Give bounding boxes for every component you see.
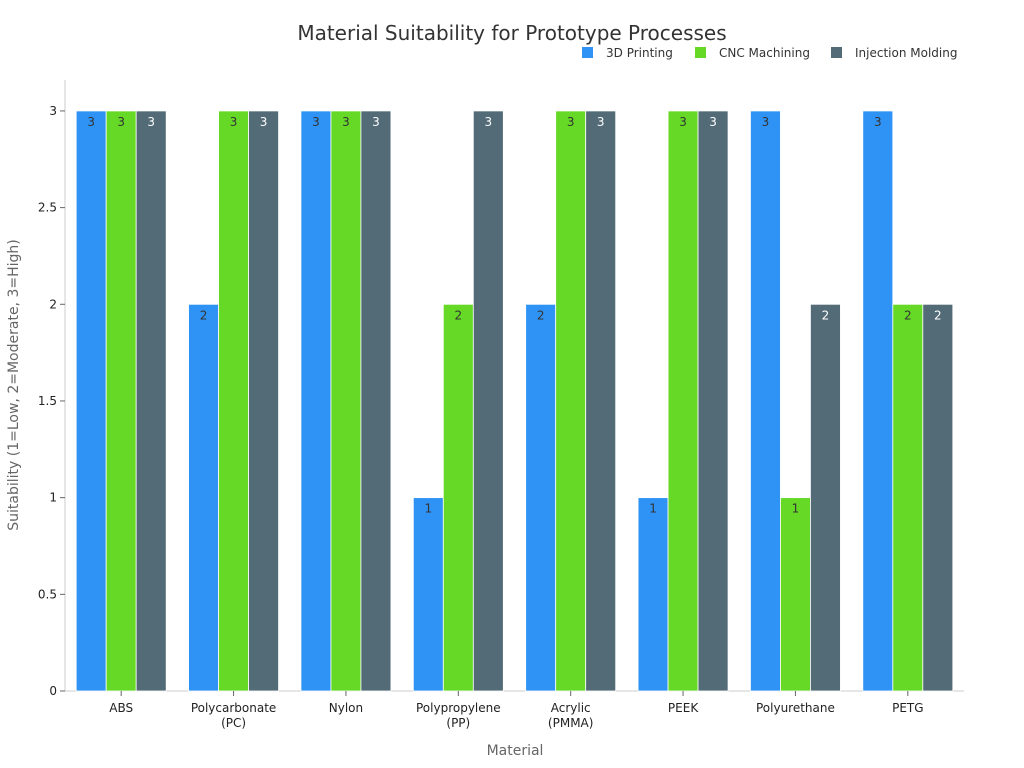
y-tick-label: 1.5 xyxy=(38,394,57,408)
bar xyxy=(412,497,444,692)
legend: 3D Printing CNC Machining Injection Moldin… xyxy=(582,46,957,60)
bar-value-label: 3 xyxy=(117,115,125,129)
y-tick-label: 0.5 xyxy=(38,587,57,601)
bar xyxy=(525,303,557,692)
bar-value-label: 3 xyxy=(230,115,238,129)
y-axis-title: Suitability (1=Low, 2=Moderate, 3=High) xyxy=(6,239,22,530)
bar xyxy=(585,110,617,692)
bar-value-label: 3 xyxy=(372,115,380,129)
legend-label: CNC Machining xyxy=(719,46,810,60)
bar xyxy=(862,110,894,692)
bar xyxy=(218,110,249,692)
bar xyxy=(810,303,841,692)
bar xyxy=(105,110,137,692)
chart-title: Material Suitability for Prototype Proce… xyxy=(297,21,726,45)
x-tick-label: Polycarbonate (PC) xyxy=(191,701,276,730)
bar xyxy=(300,110,332,692)
y-tick-label: 0 xyxy=(49,684,57,698)
bar xyxy=(75,110,107,692)
bar-value-label: 1 xyxy=(649,502,657,516)
bar xyxy=(750,110,781,692)
bar-value-label: 2 xyxy=(200,308,208,322)
bar-value-label: 3 xyxy=(260,115,268,129)
x-tick-label: PETG xyxy=(892,701,923,715)
bar-value-label: 3 xyxy=(762,115,770,129)
bar-value-label: 3 xyxy=(147,115,155,129)
legend-item: CNC Machining xyxy=(695,46,810,60)
bar-value-label: 3 xyxy=(567,115,575,129)
bar xyxy=(892,303,924,692)
legend-swatch xyxy=(582,47,593,58)
x-tick-label: ABS xyxy=(109,701,133,715)
bar xyxy=(360,110,392,692)
bar-value-label: 3 xyxy=(874,115,882,129)
legend-item: 3D Printing xyxy=(582,46,673,60)
y-tick-label: 1 xyxy=(49,491,57,505)
bar-value-label: 2 xyxy=(934,308,942,322)
bar xyxy=(555,110,587,692)
y-tick-label: 2.5 xyxy=(38,201,57,215)
bar xyxy=(135,110,167,692)
x-tick-labels: ABS Polycarbonate (PC) Nylon Polypropylene (P… xyxy=(109,691,924,730)
bar-value-label: 3 xyxy=(342,115,350,129)
legend-item: Injection Molding xyxy=(831,46,957,60)
bar-value-label: 2 xyxy=(537,308,545,322)
bar-labels: 3 3 3 2 3 3 3 3 3 1 2 3 2 3 3 1 3 3 3 1 2 3 2 2 xyxy=(87,115,941,516)
bars xyxy=(75,110,954,692)
bar xyxy=(442,303,474,692)
y-tick-label: 2 xyxy=(49,297,57,311)
bar-value-label: 3 xyxy=(312,115,320,129)
x-tick-label: Acrylic (PMMA) xyxy=(548,701,594,730)
y-tick-labels: 0 0.5 1 1.5 2 2.5 3 xyxy=(38,104,65,698)
bar-value-label: 3 xyxy=(87,115,95,129)
x-tick-label: Polypropylene (PP) xyxy=(416,701,501,730)
bar-value-label: 3 xyxy=(709,115,717,129)
x-tick-label: Nylon xyxy=(329,701,363,715)
bar-value-label: 3 xyxy=(484,115,492,129)
bar xyxy=(780,497,811,692)
bar xyxy=(248,110,279,692)
y-tick-label: 3 xyxy=(49,104,57,118)
bar xyxy=(697,110,729,692)
bar-value-label: 2 xyxy=(904,308,912,322)
x-tick-label: PEEK xyxy=(668,701,699,715)
bar xyxy=(667,110,699,692)
x-axis-title: Material xyxy=(487,743,544,759)
bar-value-label: 3 xyxy=(597,115,605,129)
bar xyxy=(188,303,219,692)
bar xyxy=(922,303,954,692)
legend-label: Injection Molding xyxy=(855,46,957,60)
bar xyxy=(637,497,669,692)
bar-value-label: 3 xyxy=(679,115,687,129)
legend-swatch xyxy=(831,47,842,58)
bar-value-label: 2 xyxy=(454,308,462,322)
legend-swatch xyxy=(695,47,706,58)
bar-value-label: 2 xyxy=(822,308,830,322)
bar-value-label: 1 xyxy=(424,502,432,516)
bar xyxy=(330,110,362,692)
legend-label: 3D Printing xyxy=(606,46,673,60)
bar-value-label: 1 xyxy=(792,502,800,516)
x-tick-label: Polyurethane xyxy=(756,701,835,715)
bar xyxy=(472,110,504,692)
